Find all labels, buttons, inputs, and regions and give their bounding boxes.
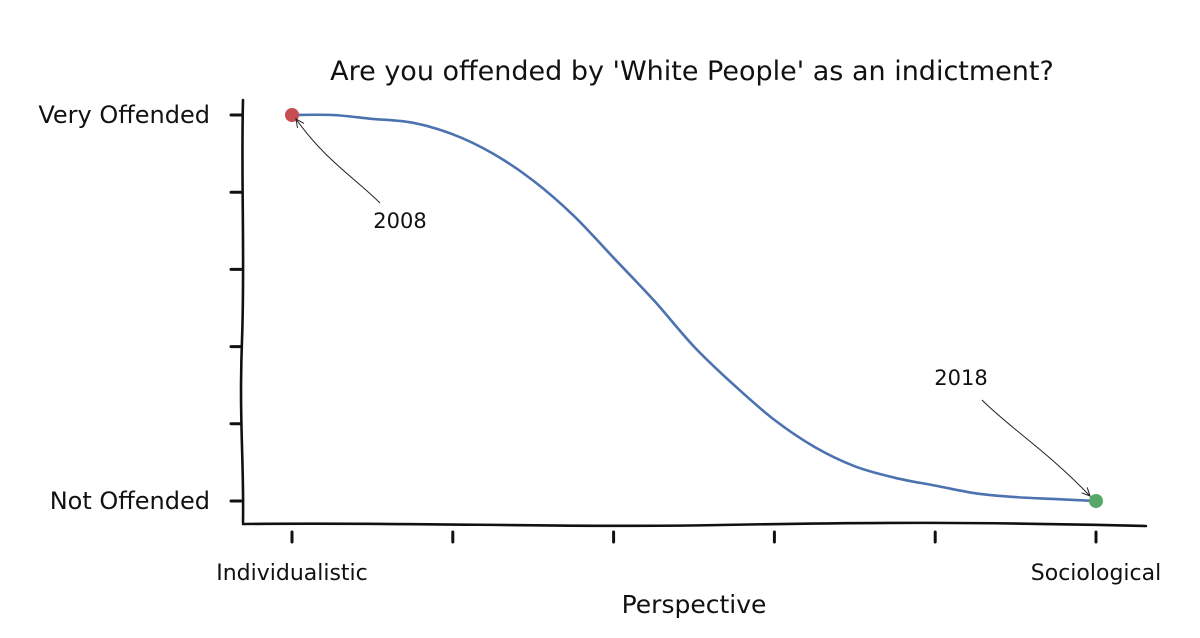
x-axis-label: Perspective <box>622 590 767 619</box>
annotation-label: 2008 <box>373 209 426 233</box>
y-axis-line <box>239 98 245 524</box>
y-ticks: Not Offended Very Offended <box>38 101 243 515</box>
annotation-label: 2018 <box>934 366 987 390</box>
axes <box>239 98 1148 528</box>
x-tick-label: Individualistic <box>216 561 368 586</box>
series-layer <box>290 113 1098 503</box>
annotation-arrowhead <box>295 118 305 128</box>
x-ticks: Individualistic Sociological <box>216 530 1161 586</box>
chart-title: Are you offended by 'White People' as an… <box>330 56 1054 87</box>
annotation-marker <box>1089 494 1103 508</box>
annotation-arrowhead <box>1081 487 1091 497</box>
annotation-arrow <box>981 399 1091 497</box>
annotation-arrow <box>295 118 381 204</box>
annotation-layer: 2008 2018 <box>285 108 1103 508</box>
x-axis-line <box>241 521 1148 528</box>
y-tick-label: Not Offended <box>50 487 210 515</box>
series-line <box>290 113 1098 503</box>
y-tick-label: Very Offended <box>38 101 210 129</box>
x-tick-label: Sociological <box>1031 561 1161 586</box>
